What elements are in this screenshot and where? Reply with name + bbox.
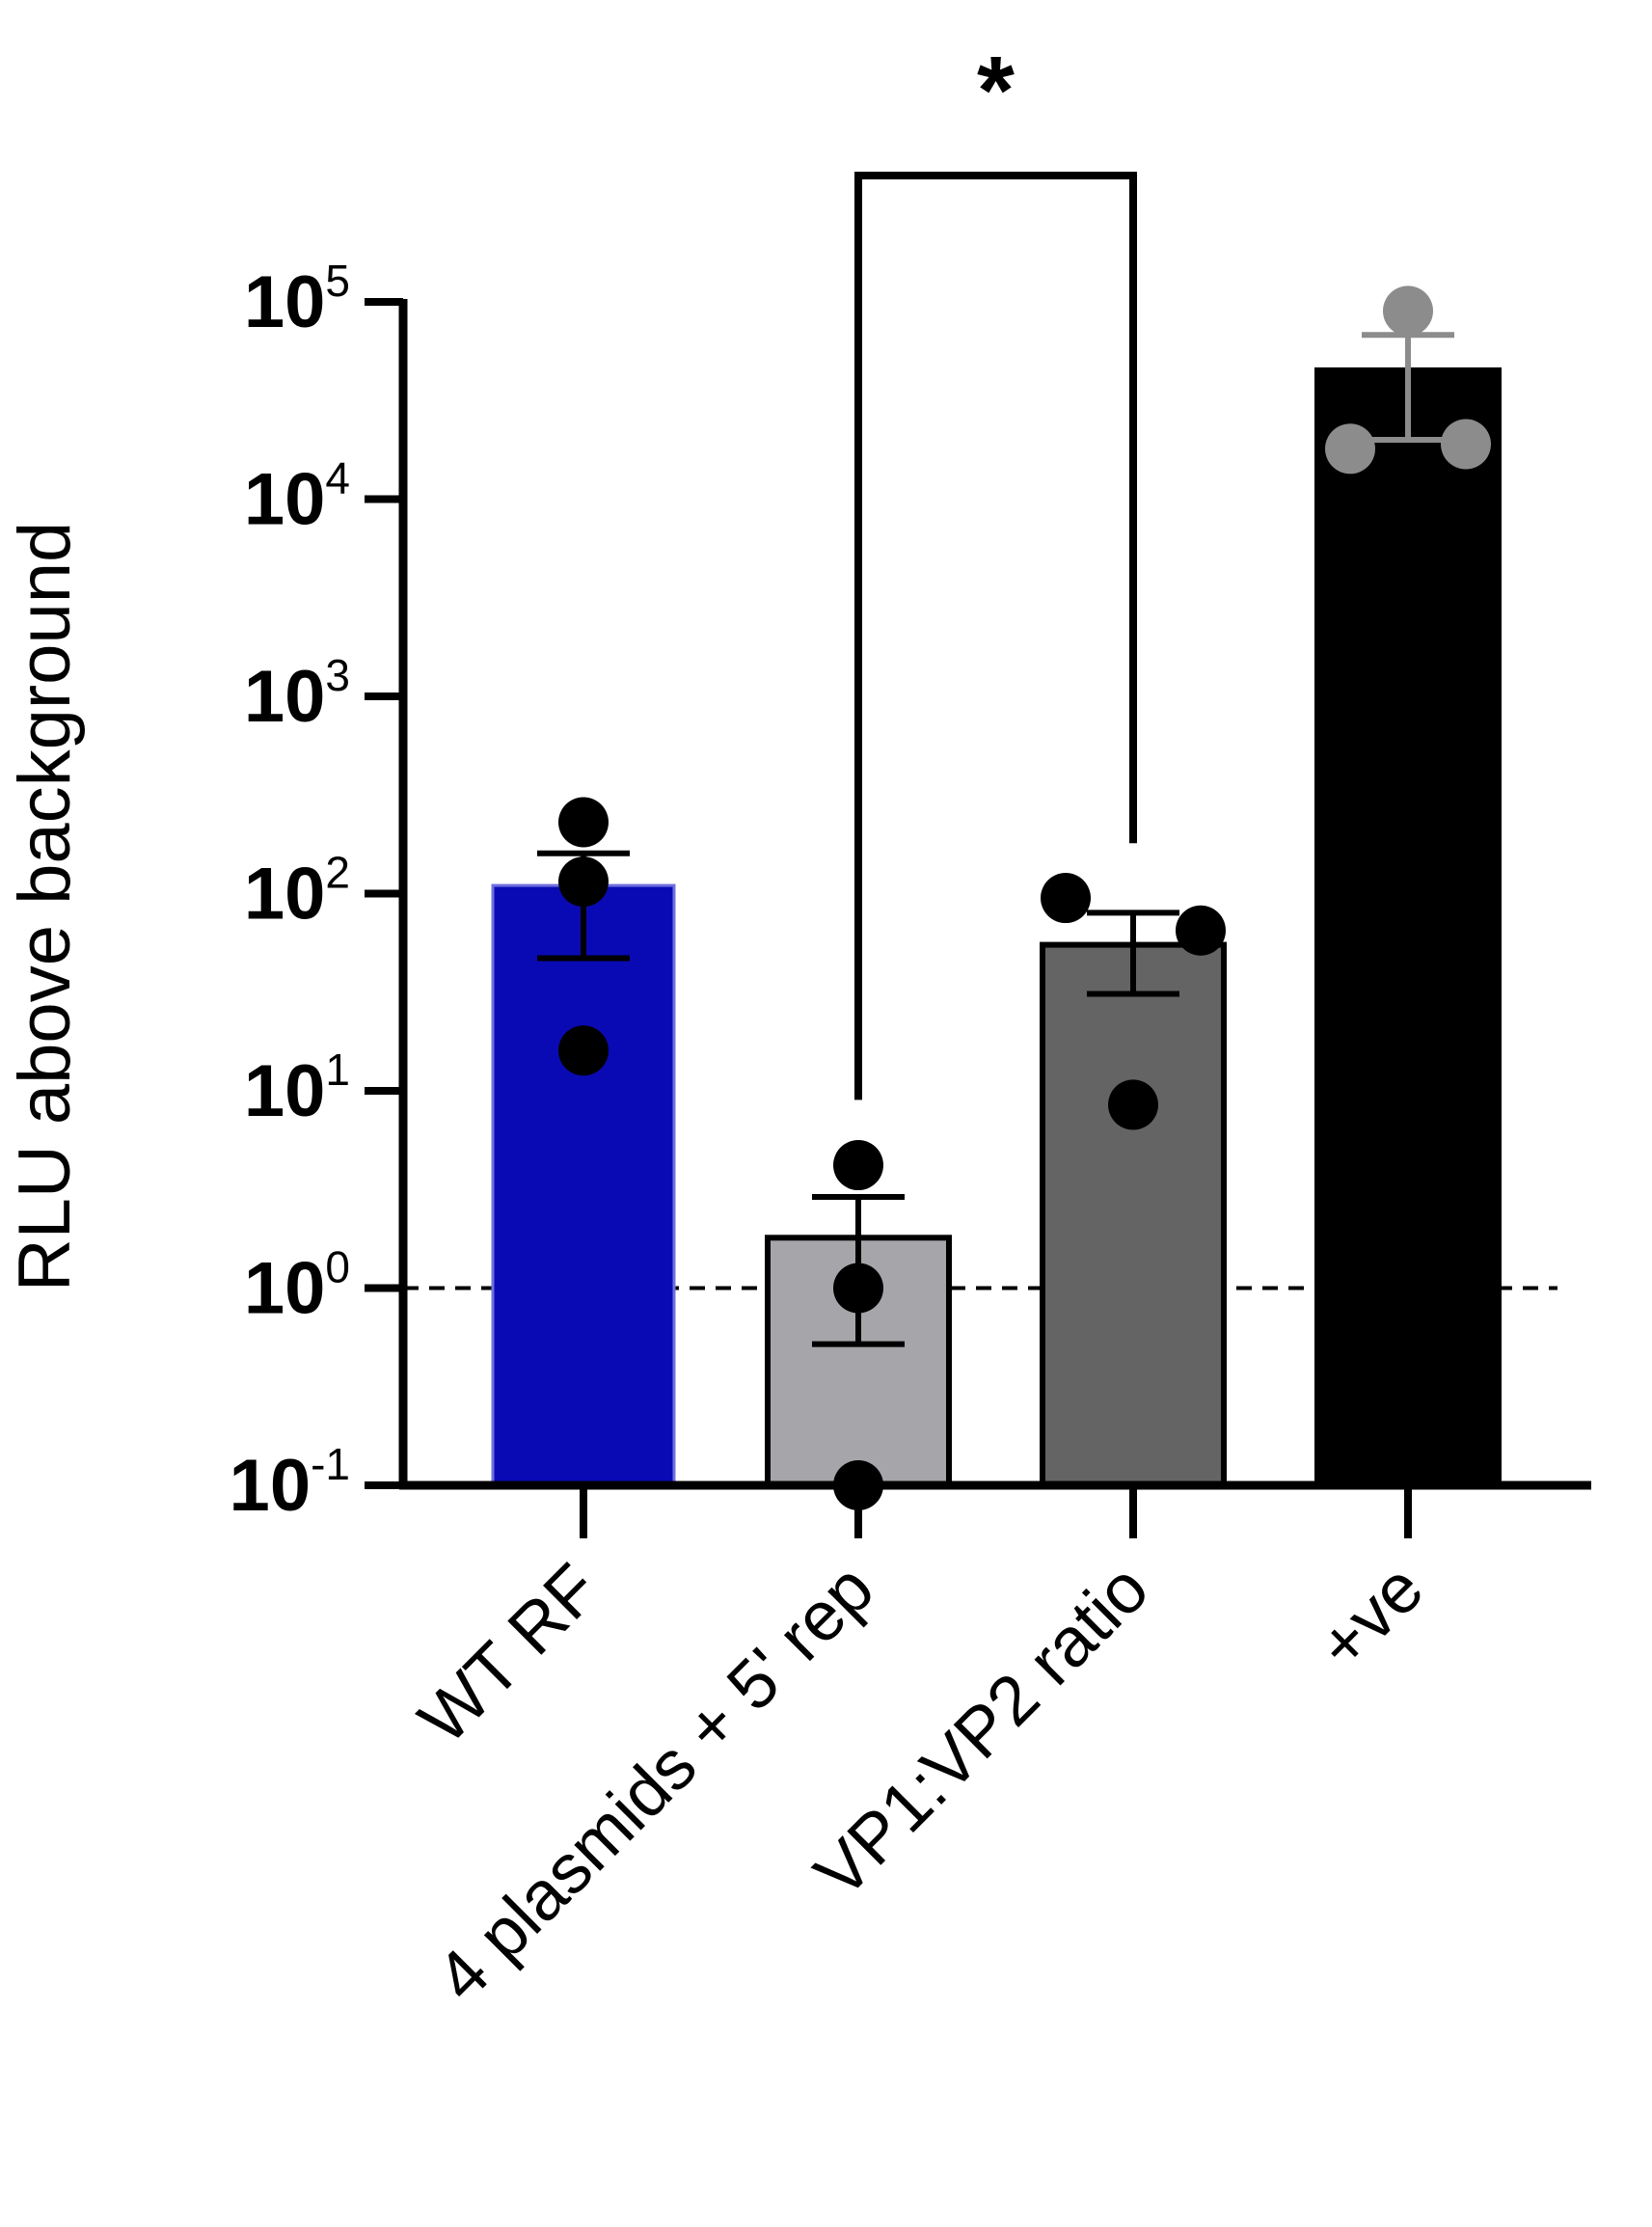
data-point-1-0 <box>833 1140 883 1191</box>
data-point-0-2 <box>558 1025 609 1076</box>
y-tick-label-6: 105 <box>244 256 350 343</box>
y-tick-label-1: 100 <box>244 1242 350 1330</box>
x-tick-label-3: +ve <box>1303 1550 1438 1685</box>
x-tick-label-0: WT RF <box>404 1550 613 1759</box>
bar-0 <box>491 883 676 1487</box>
y-tick-label-3: 102 <box>244 848 350 936</box>
data-point-0-1 <box>558 856 609 908</box>
bar-2 <box>1040 941 1227 1488</box>
data-point-2-1 <box>1176 905 1226 956</box>
y-axis-label: RLU above background <box>4 522 86 1292</box>
significance-bracket <box>854 172 1137 1100</box>
y-tick-label-4: 103 <box>244 650 350 738</box>
data-point-2-0 <box>1041 873 1091 924</box>
y-tick-label-0: 10-1 <box>230 1439 350 1527</box>
significance-label: * <box>977 37 1015 145</box>
y-tick-label-5: 104 <box>244 453 350 541</box>
data-point-1-1 <box>833 1263 883 1314</box>
y-tick-label-2: 101 <box>244 1045 350 1132</box>
bar-3 <box>1314 367 1502 1488</box>
data-point-0-0 <box>558 797 609 848</box>
data-point-3-0 <box>1383 285 1433 337</box>
data-point-2-2 <box>1108 1079 1158 1130</box>
data-point-3-1 <box>1325 423 1375 475</box>
data-point-3-2 <box>1441 419 1491 470</box>
